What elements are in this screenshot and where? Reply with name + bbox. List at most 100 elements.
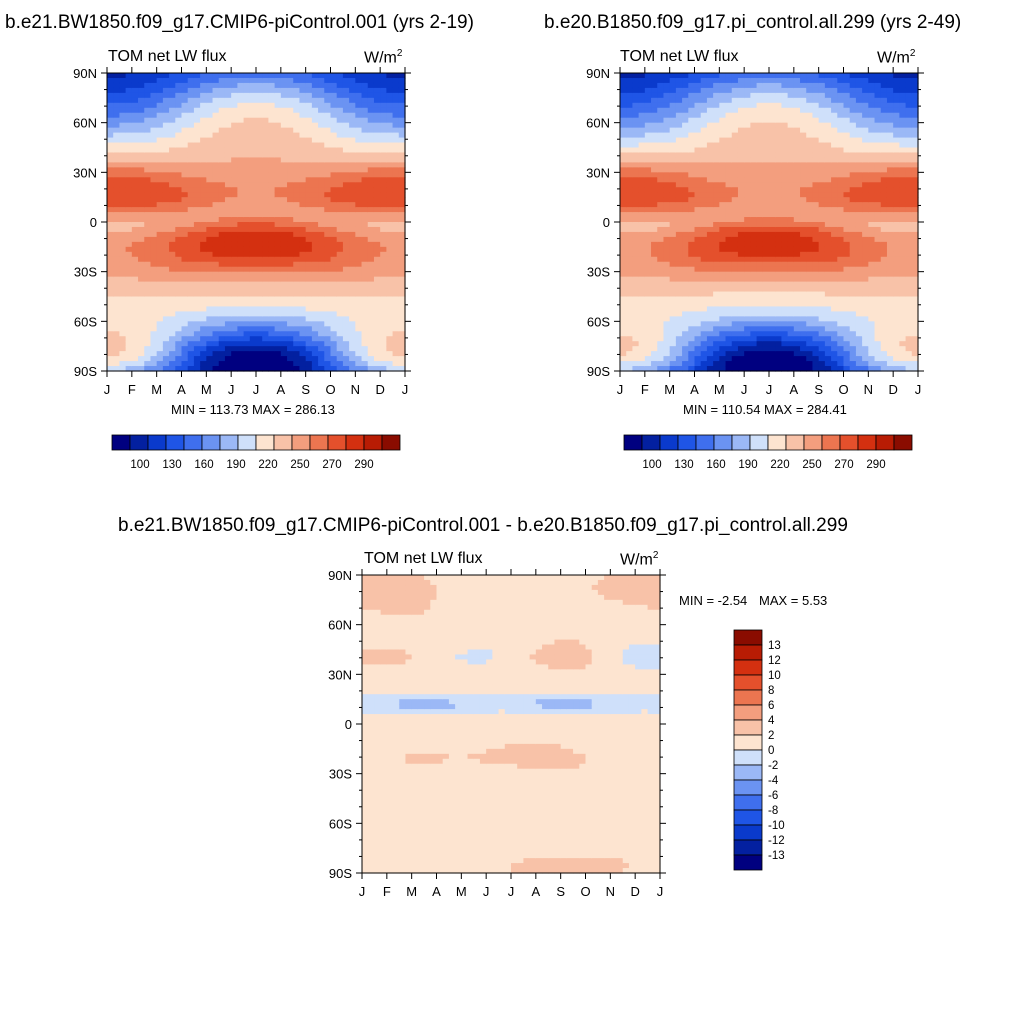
panel1-cell <box>231 222 238 228</box>
panel1-cell <box>212 271 220 278</box>
panel1-cell <box>398 82 406 89</box>
panel1-cell <box>262 92 270 99</box>
panel2-cell <box>688 122 696 129</box>
panel2-cell <box>775 351 783 357</box>
panel2-cell <box>762 127 770 134</box>
panel1-cell <box>256 127 263 134</box>
panel2-cell <box>800 291 807 298</box>
panel2-cell <box>694 112 702 119</box>
panel2-cell <box>812 152 820 159</box>
panel1-cell <box>262 182 270 188</box>
panel1-cell <box>349 137 356 144</box>
panel1-cell <box>243 236 251 243</box>
panel1-cell <box>231 281 238 288</box>
panel1-cell <box>330 147 338 154</box>
panel1-cell <box>305 286 313 293</box>
panel2-cell <box>688 172 696 178</box>
panel2-cell <box>769 137 776 144</box>
panel1-cell <box>169 217 176 223</box>
panel2-cell <box>651 73 658 79</box>
panel1-cell <box>156 197 164 203</box>
panel1-cell <box>256 331 263 337</box>
panel2-cell <box>756 291 764 298</box>
panel1-cell <box>367 142 375 149</box>
panel1-cell <box>237 346 245 352</box>
panel2-cell <box>781 122 789 129</box>
panel2-cell <box>756 132 764 139</box>
panel1-cell <box>361 97 369 104</box>
panel2-cell <box>731 97 739 104</box>
panel1-cell <box>249 286 257 293</box>
panel1-cell <box>373 77 381 84</box>
panel1-cell <box>237 316 245 322</box>
panel2-cell <box>775 356 783 362</box>
panel2-cell <box>744 286 751 293</box>
panel1-cell <box>355 226 363 233</box>
panel1-cell <box>398 321 406 327</box>
panel1-cell <box>212 177 220 183</box>
panel2-cell <box>706 236 714 243</box>
panel2-cell <box>657 217 665 223</box>
panel1-cell <box>311 366 319 372</box>
panel1-cell <box>125 226 133 233</box>
panel2-cell <box>787 246 795 253</box>
panel2-cell <box>706 311 714 317</box>
panel2-cell <box>769 261 776 268</box>
panel2-cell <box>694 316 702 322</box>
panel1-cell <box>107 132 114 139</box>
panel2-cell <box>706 207 714 213</box>
panel2-cell <box>657 77 665 84</box>
panel1-colorbar-box <box>111 434 131 451</box>
panel1-cell <box>193 197 201 203</box>
panel2-cell <box>620 92 627 99</box>
panel2-cell <box>682 291 689 298</box>
panel2-cell <box>793 127 801 134</box>
panel1-cell <box>237 167 245 173</box>
panel1-cell <box>386 336 394 342</box>
panel1-cell <box>162 207 170 213</box>
panel1-cell <box>144 207 152 213</box>
panel2-cell <box>731 281 739 288</box>
panel1-cell <box>206 182 214 188</box>
panel1-cell <box>330 351 338 357</box>
panel2-cell <box>744 222 751 228</box>
panel2-cell <box>769 356 776 362</box>
panel2-cell <box>800 226 807 233</box>
panel1-cell <box>119 137 127 144</box>
panel2-cell <box>812 142 820 149</box>
panel1-cell <box>218 246 226 253</box>
panel1-cell <box>237 177 245 183</box>
panel1-cell <box>305 107 313 114</box>
panel1-cell <box>187 77 195 84</box>
panel2-cell <box>651 202 658 208</box>
panel1-cell <box>237 361 245 367</box>
panel2-cell <box>675 341 683 347</box>
panel1-cell <box>150 97 158 104</box>
panel2-cell <box>663 112 671 119</box>
panel1-cell <box>169 82 176 89</box>
panel1-cell <box>305 341 313 347</box>
panel1-cell <box>206 326 214 332</box>
panel1-cell <box>262 346 270 352</box>
panel1-cell <box>212 246 220 253</box>
panel1-cell <box>392 361 400 367</box>
panel1-cell <box>355 187 363 193</box>
panel1-cell <box>398 172 406 178</box>
panel2-cell <box>806 122 814 129</box>
panel2-cell <box>657 331 665 337</box>
panel2-cell <box>750 291 758 298</box>
panel1-cell <box>299 296 307 303</box>
panel1-cell <box>305 231 313 238</box>
panel2-cell <box>818 142 826 149</box>
panel1-cell <box>280 207 288 213</box>
panel1-cell <box>212 132 220 139</box>
panel1-cell <box>280 192 288 198</box>
panel2-cell <box>644 301 652 308</box>
panel1-cell <box>200 172 207 178</box>
panel1-cell <box>287 97 294 104</box>
panel2-cell <box>651 291 658 298</box>
panel1-cell <box>107 271 114 278</box>
panel2-cell <box>725 306 733 312</box>
panel2-cell <box>694 182 702 188</box>
panel1-cell <box>224 112 232 119</box>
